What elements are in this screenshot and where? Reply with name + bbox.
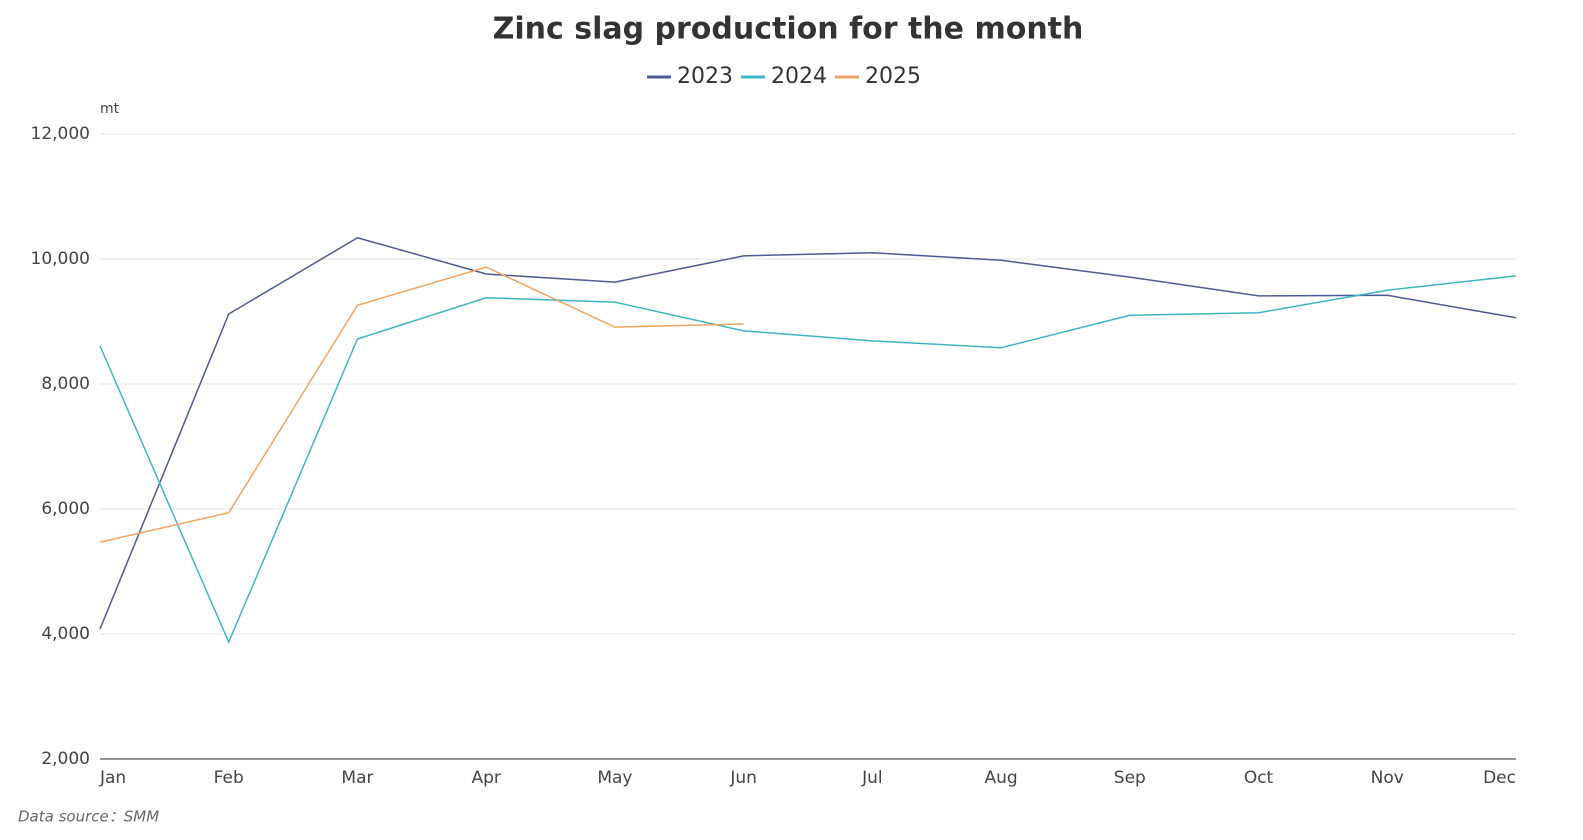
y-tick-label: 4,000 — [41, 624, 90, 644]
legend-label: 2025 — [865, 64, 921, 89]
x-tick-label: Sep — [1114, 768, 1146, 788]
x-tick-label: Apr — [471, 768, 500, 788]
y-tick-label: 10,000 — [31, 249, 90, 269]
source: Data source：SMM — [18, 808, 159, 826]
x-tick-label: Mar — [341, 768, 373, 788]
y-tick-label: 6,000 — [41, 499, 90, 519]
x-tick-label: May — [597, 768, 632, 788]
x-tick-label: Aug — [984, 768, 1017, 788]
x-tick-label: Dec — [1483, 768, 1516, 788]
x-tick-label: Jul — [861, 768, 883, 788]
legend-label: 2023 — [677, 64, 733, 89]
legend-label: 2024 — [771, 64, 827, 89]
x-tick-label: Jun — [729, 768, 757, 788]
series-line — [99, 236, 1517, 630]
x-tick-label: Feb — [214, 768, 244, 788]
x-tick-label: Oct — [1244, 768, 1274, 788]
x-tick-label: Jan — [99, 768, 126, 788]
y-unit: mt — [100, 101, 120, 117]
y-tick-label: 8,000 — [41, 374, 90, 394]
series-line — [99, 275, 1517, 645]
y-tick-label: 12,000 — [31, 124, 90, 144]
y-tick-label: 2,000 — [41, 749, 90, 769]
chart-title: Zinc slag production for the month — [493, 12, 1084, 47]
series-line — [99, 266, 744, 543]
x-tick-label: Nov — [1371, 768, 1404, 788]
